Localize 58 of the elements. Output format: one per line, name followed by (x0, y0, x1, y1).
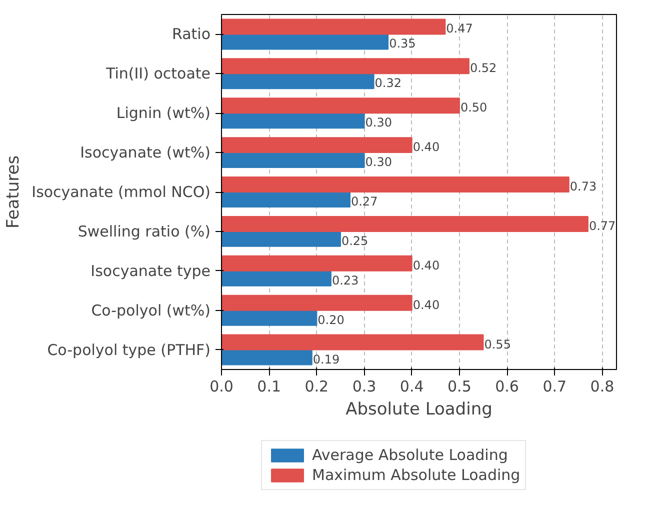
x-tick-label: 0.4 (400, 378, 424, 396)
data-label: 0.35 (389, 36, 416, 51)
bar (222, 58, 470, 74)
data-label: 0.40 (412, 258, 440, 272)
y-tick-label: Isocyanate (wt%) (80, 144, 211, 162)
data-label: 0.19 (312, 352, 340, 366)
bar (222, 18, 446, 35)
x-tick-label: 0.0 (210, 378, 234, 396)
y-tick-label: Lignin (wt%) (116, 104, 211, 122)
data-label: 0.47 (446, 22, 473, 36)
x-axis-title: Absolute Loading (346, 400, 492, 420)
bar (222, 334, 484, 350)
data-label: 0.40 (412, 298, 440, 312)
y-axis-title: Features (4, 155, 24, 229)
bar (222, 152, 365, 168)
legend-label: Maximum Absolute Loading (312, 466, 520, 484)
x-tick-label: 0.2 (304, 378, 329, 396)
bar (222, 255, 412, 272)
bar (222, 98, 460, 114)
x-tick-label: 0.8 (590, 378, 614, 396)
data-label: 0.27 (350, 194, 378, 208)
data-label: 0.50 (460, 100, 488, 115)
bar (222, 192, 350, 208)
y-tick-label: Tin(II) octoate (105, 64, 211, 83)
y-tick-label: Swelling ratio (%) (78, 222, 211, 240)
bar (222, 216, 588, 232)
bar (222, 310, 318, 326)
x-tick-label: 0.1 (257, 378, 282, 396)
bar (222, 294, 412, 311)
y-tick-label: Isocyanate (mmol NCO) (32, 183, 211, 201)
x-tick-label: 0.6 (495, 378, 519, 396)
data-label: 0.23 (332, 273, 359, 288)
y-tick-label: Isocyanate type (90, 262, 211, 280)
data-label: 0.73 (570, 180, 597, 194)
legend-label: Average Absolute Loading (312, 446, 508, 464)
y-tick-label: Ratio (172, 25, 211, 44)
y-tick-label: Co-polyol type (PTHF) (47, 340, 211, 359)
bar (222, 270, 332, 286)
data-label: 0.55 (484, 337, 511, 352)
x-tick-label: 0.5 (448, 378, 472, 396)
bar (222, 176, 570, 192)
data-label: 0.40 (412, 140, 440, 154)
data-label: 0.77 (588, 218, 616, 233)
bar (222, 230, 341, 247)
data-label: 0.32 (374, 76, 402, 90)
data-label: 0.20 (318, 312, 344, 327)
data-label: 0.52 (470, 61, 497, 76)
bar (222, 137, 412, 154)
y-tick-label: Co-polyol (wt%) (91, 301, 211, 320)
data-label: 0.30 (365, 116, 392, 130)
bar (222, 34, 389, 50)
data-label: 0.30 (365, 155, 392, 170)
x-tick-label: 0.3 (352, 378, 376, 396)
data-label: 0.25 (341, 234, 368, 248)
bar (222, 73, 374, 90)
bar (222, 349, 312, 366)
bar (222, 112, 365, 129)
x-tick-label: 0.7 (542, 378, 567, 396)
